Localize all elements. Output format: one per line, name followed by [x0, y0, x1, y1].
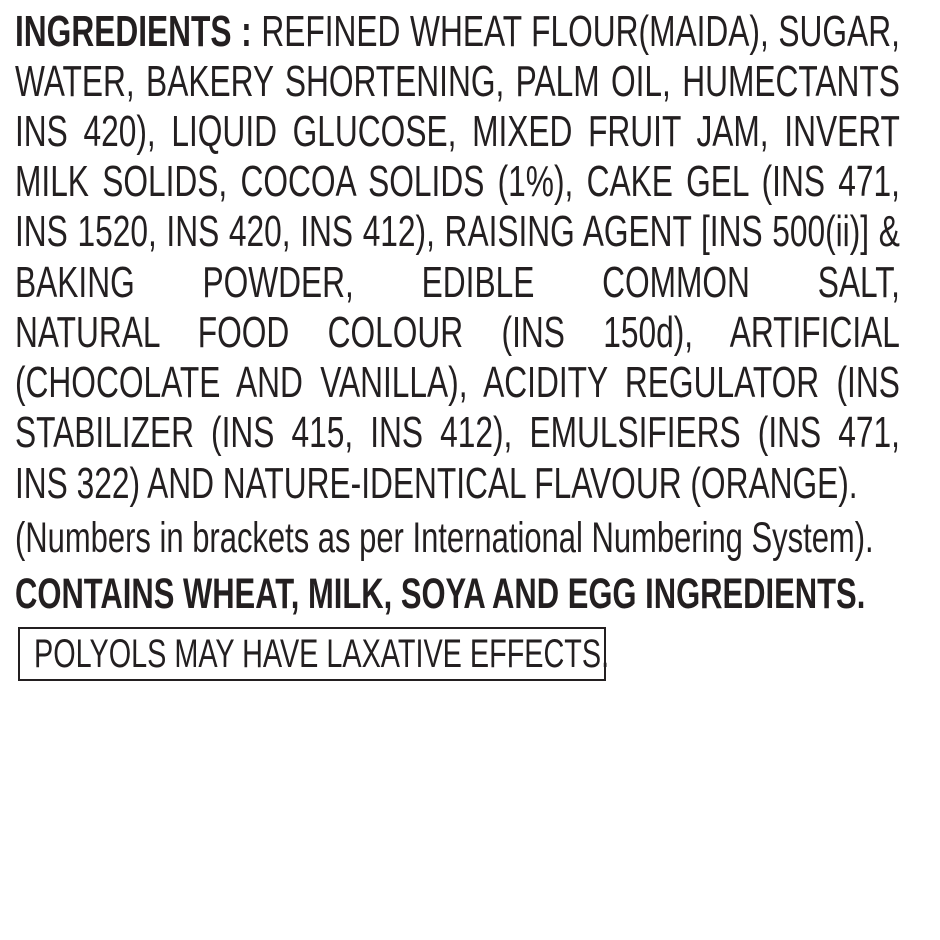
- laxative-warning-box: POLYOLS MAY HAVE LAXATIVE EFFECTS.: [18, 627, 610, 681]
- ingredients-line-5: INS 1520, INS 420, INS 412), RAISING AGE…: [15, 207, 900, 256]
- laxative-warning: POLYOLS MAY HAVE LAXATIVE EFFECTS.: [34, 632, 610, 676]
- ingredients-line-2: WATER, BAKERY SHORTENING, PALM OIL, HUME…: [15, 57, 900, 106]
- ingredients-line-4: MILK SOLIDS, COCOA SOLIDS (1%), CAKE GEL…: [15, 157, 900, 206]
- ingredients-line-10: INS 322) AND NATURE-IDENTICAL FLAVOUR (O…: [15, 459, 858, 508]
- ingredients-text: REFINED WHEAT FLOUR(MAIDA), SUGAR, EGGS,: [261, 7, 900, 56]
- ingredients-heading: INGREDIENTS :: [15, 7, 252, 56]
- ingredients-line-8: (CHOCOLATE AND VANILLA), ACIDITY REGULAT…: [15, 358, 900, 407]
- ingredients-line-6: BAKING POWDER, EDIBLE COMMON SALT, PRESE…: [15, 258, 900, 307]
- ingredients-line-7: NATURAL FOOD COLOUR (INS 150d), ARTIFICI…: [15, 308, 900, 357]
- ingredients-line-1: INGREDIENTS : REFINED WHEAT FLOUR(MAIDA)…: [15, 7, 900, 57]
- ingredients-line-3: INS 420), LIQUID GLUCOSE, MIXED FRUIT JA…: [15, 107, 900, 156]
- allergen-statement: CONTAINS WHEAT, MILK, SOYA AND EGG INGRE…: [15, 570, 866, 618]
- ins-note: (Numbers in brackets as per Internationa…: [15, 514, 874, 562]
- ingredients-line-9: STABILIZER (INS 415, INS 412), EMULSIFIE…: [15, 408, 900, 457]
